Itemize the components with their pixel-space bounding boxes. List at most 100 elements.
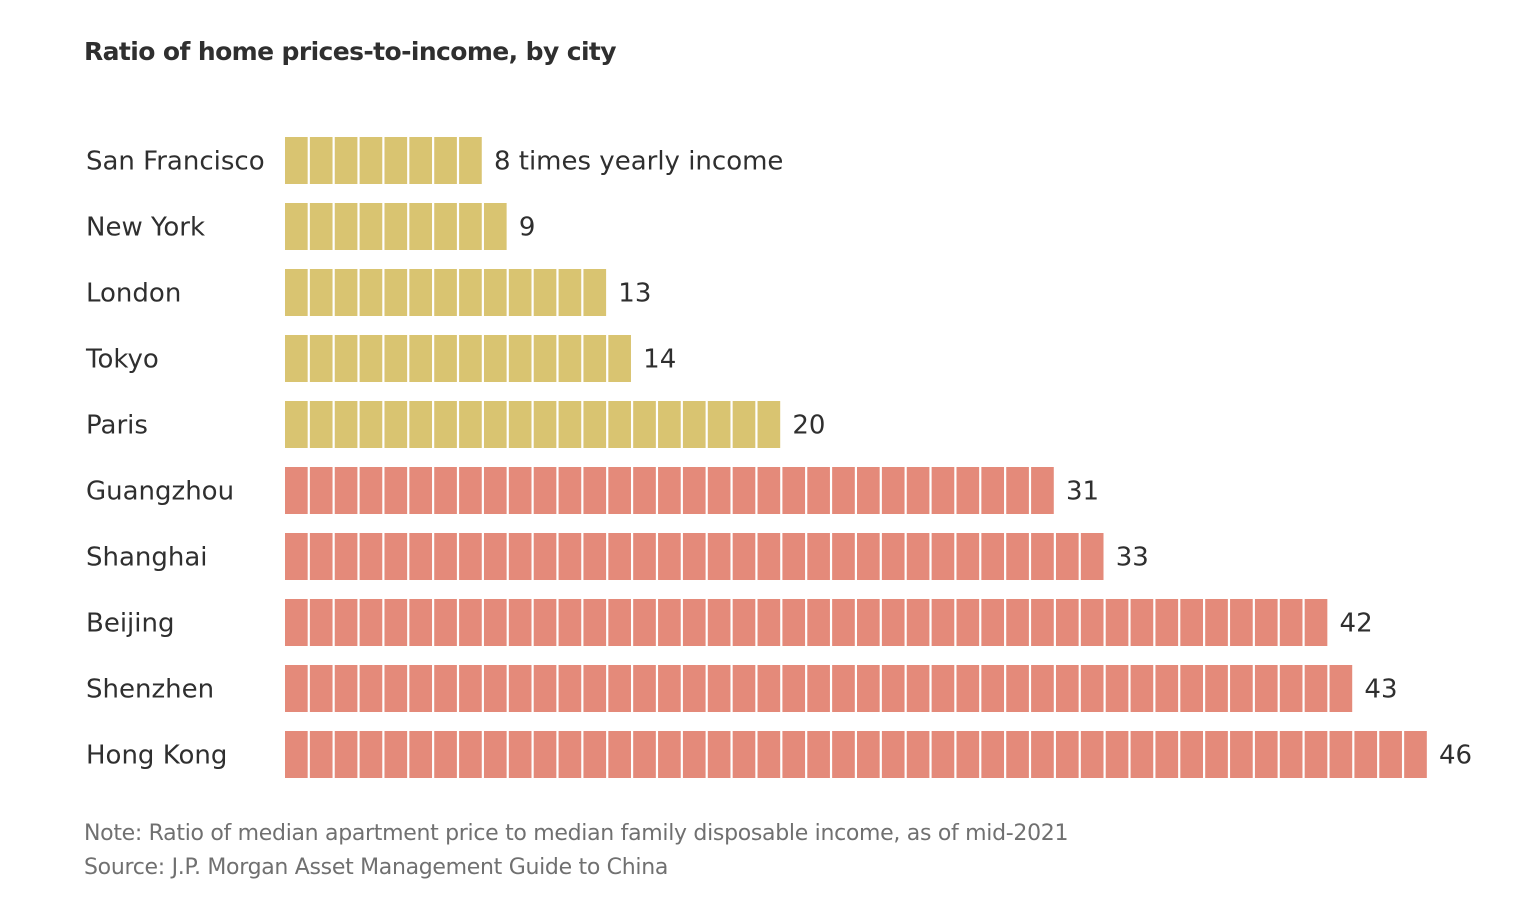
bar-unit — [309, 599, 333, 646]
bar-unit — [384, 269, 408, 316]
bar-unit — [434, 269, 457, 316]
bar-unit — [533, 335, 557, 382]
bar-unit — [459, 467, 482, 514]
bar-row: Hong Kong 46 — [86, 731, 1472, 778]
bar-unit — [508, 401, 532, 448]
bar-unit — [1155, 731, 1179, 778]
bar-unit — [384, 731, 408, 778]
value-label: 13 — [618, 279, 651, 309]
bar-unit — [658, 599, 681, 646]
bar-unit — [807, 731, 830, 778]
bar-unit — [782, 665, 806, 712]
bar-unit — [981, 665, 1005, 712]
bar-unit — [558, 401, 582, 448]
bar-row: London 13 — [86, 269, 651, 316]
bar-unit — [1006, 665, 1029, 712]
bar-unit — [956, 731, 980, 778]
bar-unit — [807, 665, 830, 712]
bar-unit — [583, 269, 607, 316]
bar-unit — [1180, 599, 1203, 646]
bar-row: Shanghai 33 — [86, 533, 1149, 580]
bar-unit — [981, 731, 1005, 778]
bar-unit — [384, 335, 408, 382]
bar-unit — [1329, 731, 1353, 778]
value-label: 43 — [1364, 675, 1397, 705]
bar-unit — [1279, 665, 1303, 712]
value-label: 46 — [1439, 741, 1472, 771]
bar-unit — [857, 533, 880, 580]
bar-unit — [707, 599, 731, 646]
bar-unit — [931, 599, 955, 646]
bar-unit — [409, 203, 433, 250]
bar-unit — [359, 731, 383, 778]
bar-unit — [409, 467, 433, 514]
bar-unit — [334, 137, 358, 184]
bar-unit — [682, 467, 706, 514]
bar-unit — [359, 665, 383, 712]
bar-unit — [956, 599, 980, 646]
bar-unit — [459, 203, 482, 250]
bar-unit — [1205, 599, 1228, 646]
bar-unit — [881, 533, 905, 580]
bar-unit — [409, 533, 433, 580]
bar-unit — [1055, 533, 1079, 580]
bar-unit — [1279, 599, 1303, 646]
bar-unit — [409, 665, 433, 712]
bar-unit — [956, 665, 980, 712]
bar-unit — [558, 665, 582, 712]
bar-unit — [483, 203, 507, 250]
bar-unit — [334, 335, 358, 382]
bar-unit — [533, 467, 557, 514]
bar-unit — [533, 533, 557, 580]
bar-unit — [832, 599, 855, 646]
bar-unit — [483, 401, 507, 448]
bar-row: Shenzhen 43 — [86, 665, 1398, 712]
bar-unit — [285, 599, 308, 646]
bar-unit — [1080, 731, 1104, 778]
bar-unit — [832, 731, 855, 778]
bar-unit — [757, 599, 781, 646]
bar-unit — [359, 599, 383, 646]
bar-unit — [608, 599, 631, 646]
value-label: 33 — [1116, 543, 1149, 573]
bar-unit — [981, 467, 1005, 514]
bar-unit — [459, 599, 482, 646]
bar-unit — [682, 533, 706, 580]
bar-unit — [558, 467, 582, 514]
bar-unit — [881, 731, 905, 778]
bar-unit — [483, 665, 507, 712]
bar-unit — [707, 533, 731, 580]
category-label: Beijing — [86, 609, 175, 639]
bar-unit — [483, 731, 507, 778]
bar-unit — [881, 599, 905, 646]
bar-unit — [409, 269, 433, 316]
bar-unit — [931, 665, 955, 712]
bar-unit — [483, 269, 507, 316]
bar-unit — [1304, 599, 1328, 646]
bar-unit — [906, 533, 930, 580]
bar-unit — [956, 467, 980, 514]
bar-unit — [434, 467, 457, 514]
bar-unit — [583, 533, 607, 580]
bar-unit — [409, 731, 433, 778]
bar-unit — [309, 203, 333, 250]
bar-unit — [906, 665, 930, 712]
bar-unit — [558, 533, 582, 580]
bar-unit — [508, 533, 532, 580]
bar-unit — [309, 467, 333, 514]
value-label: 9 — [519, 213, 536, 243]
category-label: Shanghai — [86, 543, 208, 573]
bar-unit — [508, 731, 532, 778]
bar-unit — [633, 731, 656, 778]
category-label: San Francisco — [86, 147, 265, 177]
bar-unit — [757, 401, 781, 448]
bar-unit — [459, 269, 482, 316]
bar-unit — [658, 665, 681, 712]
bar-unit — [409, 137, 433, 184]
bar-unit — [459, 137, 482, 184]
bar-unit — [434, 137, 457, 184]
bar-unit — [931, 467, 955, 514]
bar-unit — [757, 467, 781, 514]
bar-unit — [359, 467, 383, 514]
bar-unit — [1155, 599, 1179, 646]
